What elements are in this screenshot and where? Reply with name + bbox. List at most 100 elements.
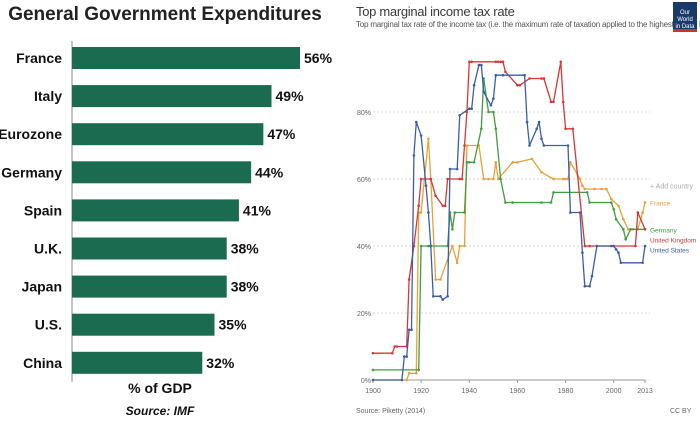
y-tick-label: 20% [357,311,371,318]
series-point [581,251,584,254]
series-point [395,345,399,348]
series-point [472,83,476,87]
x-tick-label: 1980 [558,388,574,395]
x-tick-label: 1920 [413,388,429,395]
series-point [578,177,582,181]
series-point [393,345,396,348]
series-end-label[interactable]: United Kingdom [650,237,696,244]
bar-value-label: 41% [243,202,272,218]
series-point [641,211,644,214]
series-point [622,228,625,231]
series-point [371,351,375,355]
series-end-label[interactable]: United States [650,247,690,254]
series-point [482,90,485,94]
series-point [583,187,587,191]
tax-rate-chart: Top marginal income tax rate Top margina… [350,0,700,421]
government-expenditures-chart: General Government Expenditures France 56… [0,0,345,421]
series-line-germany[interactable] [373,77,645,371]
bar-value-label: 49% [276,88,305,104]
bar-category-label: Japan [22,279,62,295]
series-point [561,100,565,104]
bar [72,199,239,222]
series-point [480,127,483,131]
series-point [470,107,473,110]
series-point [448,167,452,171]
series-point [501,60,505,64]
series-point [496,60,500,64]
series-point [458,114,461,117]
line-chart-source: Source: Piketty (2014) [356,408,426,415]
bar-value-label: 38% [231,241,260,257]
series-point [566,144,570,147]
series-point [468,60,471,64]
series-point [610,201,613,204]
series-end-label[interactable]: France [650,200,671,207]
series-point [427,211,430,214]
y-tick-label: 60% [357,177,371,184]
y-tick-label: 40% [357,244,371,251]
series-point [552,100,555,104]
series-point [487,110,490,114]
series-point [410,328,413,332]
x-tick-label: 2000 [606,388,622,395]
series-point [496,177,500,181]
series-end-label[interactable]: Germany [650,227,677,234]
series-point [614,248,618,251]
series-point [622,217,625,221]
logo-line-2: in Data [675,24,695,30]
series-line-france[interactable] [373,138,646,381]
series-point [641,261,644,265]
series-point [463,244,466,248]
series-point [439,278,442,281]
series-point [429,177,433,181]
series-point [415,372,418,375]
series-point [443,204,447,208]
series-point [434,194,437,198]
series-point [415,120,418,124]
bar-value-label: 32% [206,355,235,371]
add-country-button[interactable]: + Add country [650,184,694,191]
series-point [643,228,647,231]
series-point [530,157,534,161]
series-point [583,244,587,248]
series-point [391,351,394,355]
series-point [504,70,507,74]
series-point [371,378,375,382]
series-point [417,204,420,208]
bar-value-label: 56% [304,50,333,66]
series-point [578,211,582,214]
series-point [540,201,543,204]
our-world-in-data-logo[interactable]: Our World in Data [673,2,697,32]
series-point [419,211,423,214]
bar-category-label: China [23,355,62,371]
bar-category-label: Italy [34,88,62,104]
series-point [612,207,615,211]
series-point [468,107,471,110]
bar-category-label: Eurozone [0,126,62,142]
series-point [516,83,519,87]
bar [72,47,300,69]
series-point [412,154,416,157]
series-point [504,201,507,204]
bar-chart-source: Source: IMF [125,404,195,418]
series-point [455,261,459,265]
series-point [463,144,466,147]
series-point [405,378,408,382]
series-point [458,244,461,248]
series-point [499,177,502,181]
series-point [549,201,553,204]
series-point [552,177,555,181]
series-point [460,177,464,181]
series-point [516,161,519,164]
series-point [564,127,567,131]
series-point [463,211,466,214]
license-label[interactable]: CC BY [670,408,692,415]
series-point [407,328,411,332]
series-point [643,201,647,204]
bar-category-label: Spain [24,202,62,218]
series-point [614,217,618,221]
bar-chart-x-caption: % of GDP [128,380,192,396]
bar [72,275,227,298]
series-point [542,77,546,80]
series-point [494,73,498,77]
